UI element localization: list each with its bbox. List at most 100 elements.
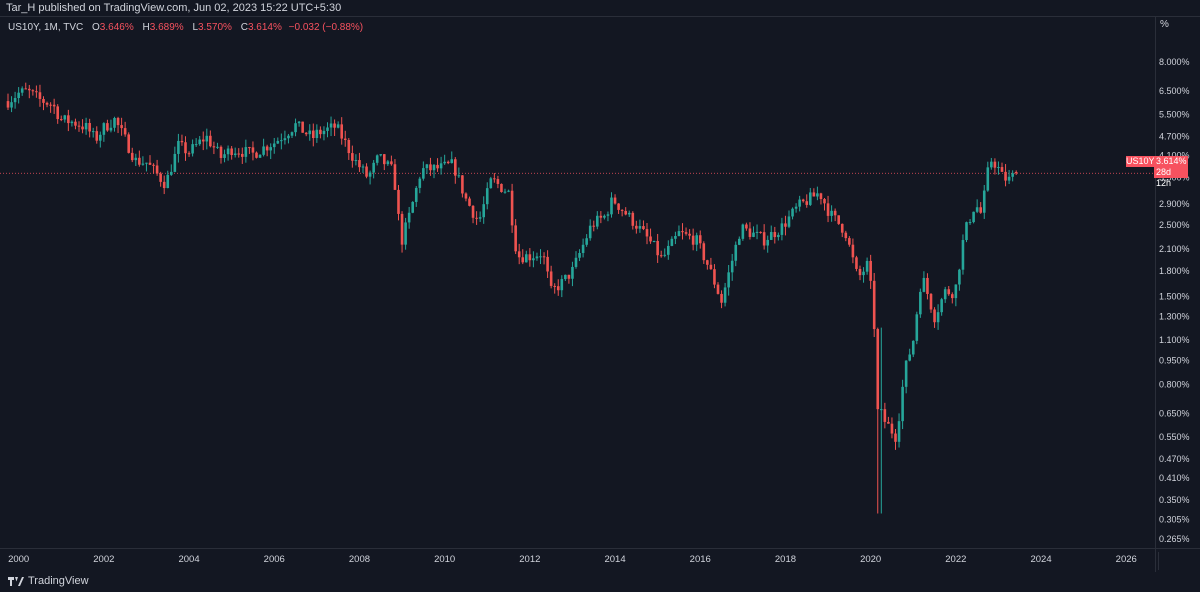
candle-body (67, 115, 70, 124)
candle-body (525, 254, 528, 263)
axis-corner[interactable] (1158, 552, 1197, 570)
candle-body (13, 98, 17, 103)
candle-body (610, 197, 613, 215)
candle-body (127, 134, 130, 153)
ohlc-legend: US10Y, 1M, TVC O3.646% H3.689% L3.570% C… (8, 22, 363, 33)
candle-body (1007, 176, 1011, 181)
candle-body (294, 123, 297, 133)
candle-body (791, 208, 794, 217)
candle-body (869, 260, 872, 281)
candle-body (375, 155, 379, 163)
candle-body (130, 152, 134, 161)
candle-body (787, 216, 791, 227)
candle-body (201, 139, 205, 142)
candle-body (70, 121, 74, 124)
candle-body (10, 102, 13, 108)
candle-body (819, 193, 823, 200)
candle-body (446, 161, 450, 164)
candle-body (947, 289, 951, 295)
candle-body (226, 148, 230, 155)
y-tick-label: 1.300% (1159, 311, 1190, 321)
y-tick-label: 2.100% (1159, 244, 1190, 254)
candle-body (908, 354, 911, 361)
candle-body (106, 123, 109, 131)
candle-body (283, 138, 287, 141)
candle-body (965, 222, 968, 241)
candle-body (180, 140, 184, 143)
candle-body (312, 130, 315, 139)
candle-body (400, 213, 404, 245)
candle-body (560, 279, 564, 291)
candle-body (553, 285, 556, 287)
candle-body (631, 212, 635, 226)
candle-body (123, 128, 127, 135)
y-tick-label: 0.305% (1159, 514, 1190, 524)
candle-body (521, 257, 525, 263)
candle-body (805, 201, 809, 205)
x-tick-label: 2020 (860, 554, 881, 565)
x-tick-label: 2000 (8, 554, 29, 565)
candle-body (599, 215, 603, 218)
candle-body (762, 232, 766, 246)
candle-body (475, 217, 478, 219)
chart-area[interactable] (0, 16, 1200, 592)
candle-body (901, 386, 904, 422)
high-key: H (142, 22, 150, 33)
low-key: L (192, 22, 198, 33)
candle-body (911, 340, 915, 355)
candle-body (6, 101, 10, 108)
candle-body (603, 215, 606, 218)
tradingview-logo[interactable]: TradingView (8, 575, 89, 587)
candle-body (141, 163, 145, 165)
candle-body (972, 211, 975, 223)
y-tick-label: 1.800% (1159, 266, 1190, 276)
candle-body (404, 222, 407, 245)
candle-body (120, 125, 123, 129)
candle-body (439, 163, 443, 169)
candle-body (258, 154, 262, 158)
candle-body (667, 245, 670, 255)
candle-body (709, 264, 713, 270)
candle-body (297, 121, 301, 124)
candle-body (354, 160, 358, 162)
candle-body (503, 191, 507, 193)
candle-body (49, 104, 52, 106)
candle-body (368, 172, 372, 177)
candle-body (74, 121, 77, 126)
candle-body (468, 198, 471, 206)
candle-body (170, 171, 173, 175)
y-tick-label: 0.950% (1159, 355, 1190, 365)
y-tick-label: 6.500% (1159, 86, 1190, 96)
candle-body (358, 160, 361, 168)
change-value: −0.032 (−0.88%) (288, 22, 364, 33)
candle-body (745, 224, 748, 229)
candle-body (865, 260, 869, 272)
candle-body (159, 173, 162, 182)
candle-body (663, 254, 667, 256)
candle-body (432, 164, 436, 171)
candle-body (336, 124, 340, 128)
x-tick-label: 2024 (1030, 554, 1051, 565)
time-axis-divider (0, 548, 1200, 549)
x-tick-label: 2004 (178, 554, 199, 565)
candle-body (191, 144, 194, 154)
candle-body (81, 126, 84, 130)
candle-body (961, 240, 965, 270)
y-tick-label: 0.410% (1159, 473, 1190, 483)
candle-body (617, 203, 620, 210)
price-axis-divider (1155, 16, 1156, 572)
candle-body (816, 193, 819, 197)
candle-body (383, 154, 386, 165)
candle-body (581, 244, 585, 253)
candle-body (833, 210, 837, 216)
candle-body (691, 235, 695, 245)
candle-body (450, 159, 454, 164)
candle-body (276, 140, 280, 144)
candle-body (535, 256, 539, 259)
y-tick-label: 5.500% (1159, 109, 1190, 119)
candle-body (777, 234, 780, 238)
candle-body (443, 161, 446, 164)
candle-body (109, 127, 113, 131)
candle-body (244, 147, 248, 157)
